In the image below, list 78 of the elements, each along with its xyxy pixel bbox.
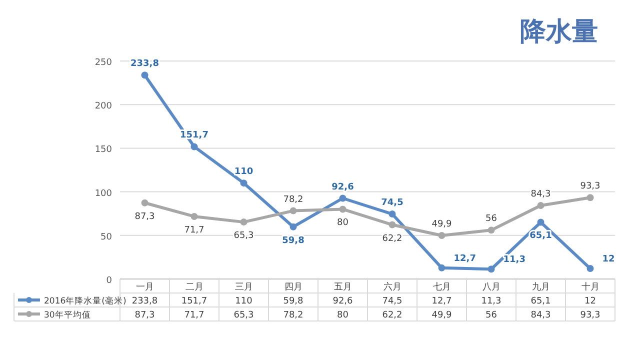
y-tick-label: 50 <box>100 232 112 242</box>
text: 62,2 <box>382 234 402 244</box>
text: 12,7 <box>454 254 476 264</box>
text: 80 <box>337 218 348 228</box>
data-label: 12,7 <box>432 296 452 306</box>
y-tick-label: 100 <box>94 188 112 199</box>
text: 59,8 <box>282 236 304 246</box>
text: 65,1 <box>530 231 552 242</box>
data-label: 59,8 <box>283 296 304 306</box>
data-label: 65,3 <box>234 310 254 320</box>
data-label: 74,5 <box>382 296 402 306</box>
point <box>190 143 198 150</box>
x-tick-label: 三月 <box>234 282 253 292</box>
point <box>141 199 148 206</box>
point <box>388 221 396 228</box>
point <box>290 223 297 230</box>
text: 87,3 <box>134 212 155 222</box>
point <box>339 194 346 202</box>
data-label: 78,2 <box>283 310 304 320</box>
legend-label: 2016年降水量(毫米) <box>44 296 126 306</box>
x-tick-label: 九月 <box>532 282 550 292</box>
y-tick-label: 150 <box>94 145 112 156</box>
x-tick-label: 六月 <box>383 282 402 292</box>
point <box>586 194 594 202</box>
point <box>290 207 297 214</box>
text: 78,2 <box>283 194 304 205</box>
x-tick-label: 七月 <box>432 282 451 292</box>
x-tick-label: 二月 <box>185 282 204 292</box>
text: 71,7 <box>184 225 204 236</box>
point <box>537 202 544 209</box>
data-label: 80 <box>337 310 349 320</box>
data-label: 151,7 <box>181 296 208 306</box>
data-label: 49,9 <box>432 310 452 320</box>
point <box>537 218 544 226</box>
text: 233,8 <box>130 59 159 70</box>
data-label: 233,8 <box>132 296 158 306</box>
x-tick-label: 八月 <box>482 282 500 292</box>
x-tick-label: 五月 <box>334 282 352 292</box>
data-label: 11,3 <box>481 296 502 306</box>
text: 56 <box>486 214 497 224</box>
point <box>240 218 248 226</box>
data-label: 93,3 <box>580 310 600 320</box>
y-tick-label: 200 <box>94 102 112 112</box>
x-tick-label: 十月 <box>581 282 600 292</box>
text: 92,6 <box>332 182 354 192</box>
text: 12 <box>602 254 615 265</box>
x-tick-label: 一月 <box>136 282 154 292</box>
data-label: 71,7 <box>184 310 204 320</box>
point <box>388 210 396 218</box>
data-label: 92,6 <box>332 296 354 306</box>
y-tick-label: 250 <box>94 58 112 68</box>
point <box>586 265 594 272</box>
point <box>438 264 446 272</box>
point <box>488 226 495 234</box>
chart-title: 降水量 <box>520 17 598 47</box>
text: 49,9 <box>432 219 452 230</box>
point <box>488 266 495 273</box>
data-label: 87,3 <box>134 310 155 320</box>
point <box>141 72 148 79</box>
data-label: 110 <box>235 296 253 306</box>
data-label: 12 <box>584 296 596 306</box>
data-label: 62,2 <box>382 310 402 320</box>
text: 110 <box>234 167 254 178</box>
data-label: 84,3 <box>530 310 551 320</box>
data-label: 56 <box>486 310 498 320</box>
point <box>339 206 346 213</box>
x-tick-label: 四月 <box>284 282 302 292</box>
legend-label: 30年平均值 <box>44 310 91 320</box>
text: 74,5 <box>381 198 404 208</box>
point <box>438 232 446 239</box>
text: 93,3 <box>580 182 600 192</box>
data-label: 65,1 <box>530 296 551 306</box>
y-tick-label: 0 <box>106 276 112 286</box>
text: 11,3 <box>503 255 526 266</box>
point <box>240 180 248 187</box>
text: 84,3 <box>530 189 551 200</box>
point <box>190 212 198 220</box>
text: 65,3 <box>234 231 254 242</box>
